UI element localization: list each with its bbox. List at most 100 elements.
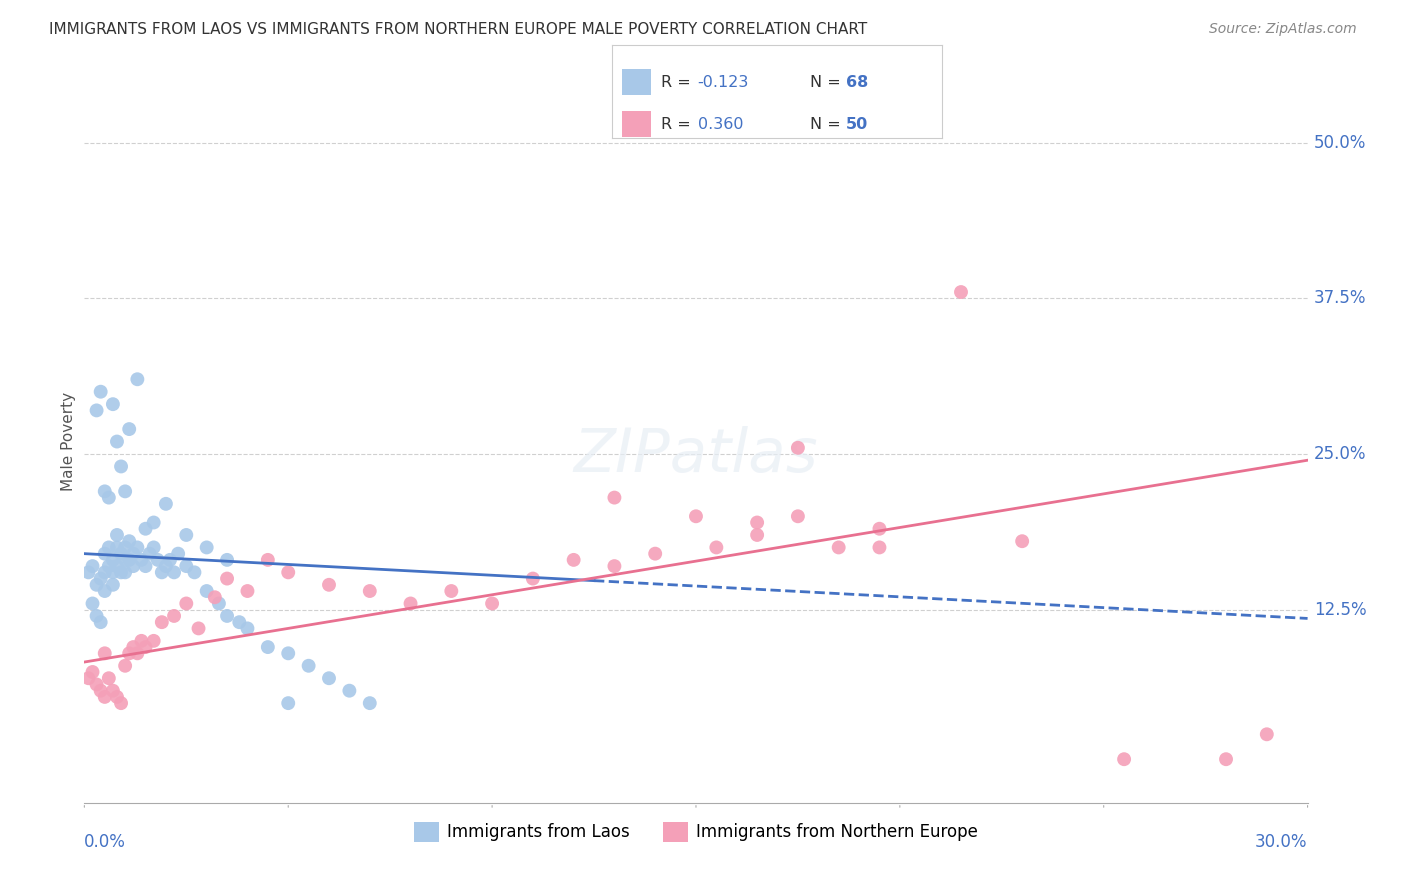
Point [562,553,585,567]
Point [90,683,112,698]
Point [93,566,115,580]
Point [122,559,145,574]
Point [97,671,120,685]
Point [163,566,186,580]
Point [127,541,149,555]
Point [174,528,197,542]
Point [277,696,299,710]
Point [159,553,181,567]
Point [114,484,136,499]
Point [110,696,132,710]
Point [1215,752,1237,766]
Bar [621,69,651,95]
Point [644,547,666,561]
Point [603,559,626,574]
Point [787,441,810,455]
Point [174,597,197,611]
Point [135,559,157,574]
Point [122,640,145,654]
Point [127,646,149,660]
Point [236,584,259,599]
Point [82,665,104,679]
Point [440,584,463,599]
Point [167,547,190,561]
Text: 30.0%: 30.0% [1256,833,1308,851]
Point [114,541,136,555]
Point [228,615,250,630]
Text: 50.0%: 50.0% [1313,134,1367,152]
Point [97,491,120,505]
Text: 50: 50 [846,117,869,132]
Point [747,516,769,530]
Point [174,559,197,574]
Point [110,459,132,474]
Point [155,559,177,574]
Point [135,522,157,536]
Point [150,566,173,580]
Point [105,434,128,449]
Text: IMMIGRANTS FROM LAOS VS IMMIGRANTS FROM NORTHERN EUROPE MALE POVERTY CORRELATION: IMMIGRANTS FROM LAOS VS IMMIGRANTS FROM … [49,22,868,37]
Point [110,547,132,561]
Point [318,671,340,685]
Text: -0.123: -0.123 [697,75,749,89]
Point [86,578,108,592]
Legend: Immigrants from Laos, Immigrants from Northern Europe: Immigrants from Laos, Immigrants from No… [406,815,986,848]
Point [257,640,280,654]
Point [97,559,120,574]
Point [127,372,149,386]
Point [747,528,769,542]
Point [118,646,141,660]
Point [142,516,165,530]
Point [101,553,124,567]
Point [522,572,544,586]
Y-axis label: Male Poverty: Male Poverty [60,392,76,491]
Point [359,696,381,710]
Point [257,553,280,567]
Text: R =: R = [661,117,696,132]
Point [1256,727,1278,741]
Point [359,584,381,599]
Point [93,484,115,499]
Text: N =: N = [810,117,846,132]
Point [118,422,141,436]
Point [135,640,157,654]
Text: R =: R = [661,75,696,89]
Point [142,541,165,555]
Point [105,541,128,555]
Point [1011,534,1033,549]
Point [86,403,108,417]
Point [183,566,205,580]
Point [86,609,108,624]
Point [481,597,503,611]
Point [204,591,226,605]
Point [150,615,173,630]
Point [90,384,112,399]
Point [298,658,321,673]
Point [187,621,209,635]
Point [114,658,136,673]
Point [118,534,141,549]
Point [93,646,115,660]
Point [105,528,128,542]
Point [131,553,153,567]
Point [142,633,165,648]
Point [869,522,891,536]
Text: N =: N = [810,75,846,89]
Point [101,683,124,698]
Point [155,497,177,511]
Point [82,597,104,611]
Text: 68: 68 [846,75,869,89]
Point [828,541,851,555]
Point [217,609,239,624]
Point [110,566,132,580]
Point [105,559,128,574]
Point [706,541,728,555]
Point [77,671,100,685]
Point [101,566,124,580]
Point [195,541,218,555]
Point [90,615,112,630]
Point [685,509,707,524]
Point [339,683,361,698]
Point [114,566,136,580]
Point [131,633,153,648]
